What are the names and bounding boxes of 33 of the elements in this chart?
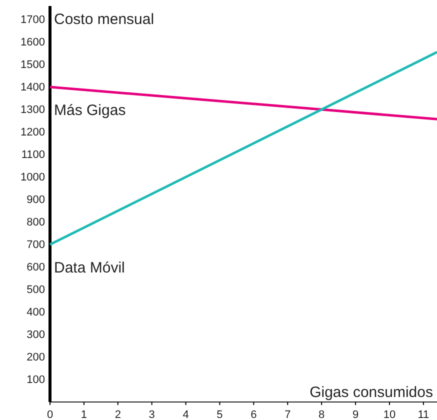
x-tick-label: 4 <box>182 408 189 420</box>
y-tick-label: 800 <box>26 216 45 229</box>
y-tick-label: 200 <box>26 352 45 364</box>
y-tick-label: 1700 <box>20 14 45 26</box>
y-tick-label: 600 <box>26 262 45 274</box>
x-tick-label: 8 <box>318 408 325 420</box>
y-tick-label: 900 <box>26 194 45 206</box>
x-tick-label: 9 <box>352 408 359 420</box>
y-axis-title: Costo mensual <box>54 11 154 28</box>
y-tick-label: 1600 <box>20 36 45 49</box>
x-tick-label: 0 <box>46 408 54 420</box>
y-tick-label: 1200 <box>20 126 45 139</box>
y-tick-label: 1400 <box>20 82 45 94</box>
y-tick-label: 400 <box>26 306 45 319</box>
x-tick-label: 5 <box>216 408 223 420</box>
y-tick-label: 700 <box>26 239 45 252</box>
x-axis-title: Gigas consumidos <box>310 384 433 401</box>
y-tick-label: 1500 <box>20 59 45 72</box>
x-tick-label: 1 <box>80 408 88 420</box>
series-label: Data Móvil <box>54 260 125 276</box>
x-tick-label: 3 <box>148 408 155 420</box>
x-tick-label: 7 <box>284 408 291 420</box>
x-tick-label: 11 <box>418 408 430 420</box>
y-tick-label: 100 <box>26 374 45 386</box>
series-label: Más Gigas <box>54 102 126 119</box>
y-tick-label: 500 <box>26 284 45 296</box>
y-tick-label: 300 <box>26 329 45 342</box>
x-tick-label: 2 <box>114 408 121 420</box>
x-tick-label: 10 <box>383 408 396 420</box>
y-tick-label: 1000 <box>20 172 45 184</box>
y-tick-label: 1100 <box>21 149 45 162</box>
y-tick-label: 1300 <box>20 104 45 116</box>
x-tick-label: 6 <box>250 408 257 420</box>
